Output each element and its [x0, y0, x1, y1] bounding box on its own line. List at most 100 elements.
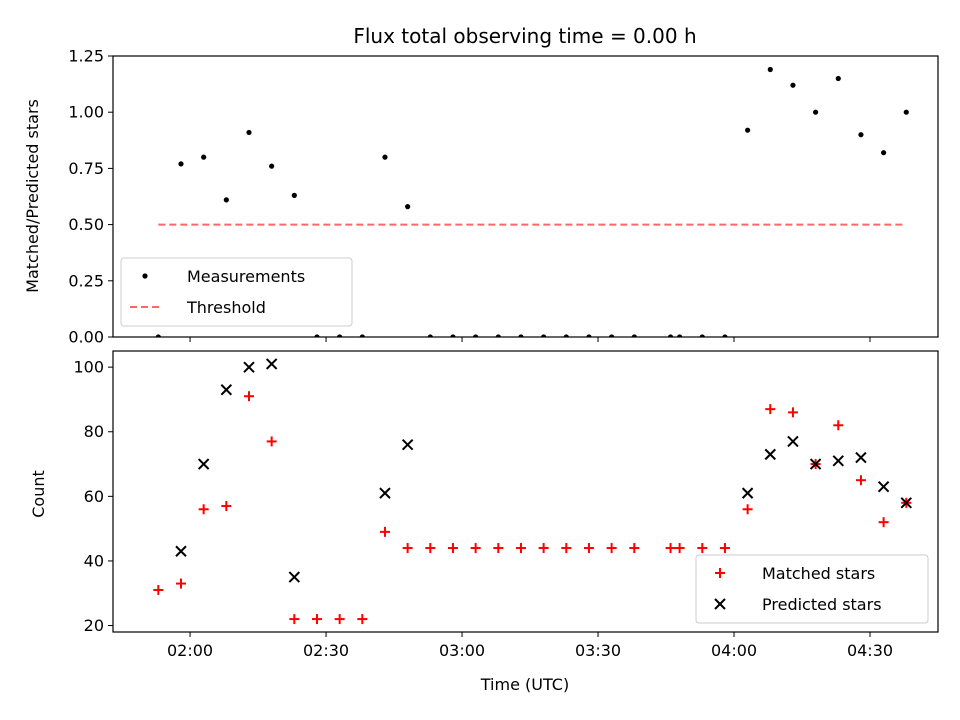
predicted-star-point [741, 487, 754, 499]
matched-star-point [697, 543, 708, 554]
top-ytick-label: 0.00 [68, 328, 104, 347]
matched-star-point [493, 543, 504, 554]
predicted-star-point [175, 545, 187, 557]
measurement-point [155, 334, 161, 337]
matched-star-point [665, 543, 676, 554]
matched-star-point [357, 614, 368, 625]
matched-star-point [629, 543, 640, 554]
predicted-star-point [288, 571, 301, 583]
top-ytick-label: 1.00 [68, 103, 104, 122]
bottom-legend-label: Matched stars [762, 564, 875, 583]
measurement-point [405, 204, 411, 210]
matched-star-point [606, 543, 617, 554]
chart-marks: 0.00 0.25 0.50 0.75 1.00 1.25 20 40 60 80 100 02:00… [68, 47, 912, 660]
matched-star-point [742, 504, 753, 515]
predicted-star-point [379, 487, 391, 499]
measurement-point [201, 154, 207, 160]
x-tick-label: 02:00 [167, 641, 213, 660]
measurement-point [223, 197, 229, 203]
matched-star-point [833, 420, 844, 431]
predicted-star-point [855, 451, 867, 464]
predicted-star-point [764, 448, 776, 461]
matched-star-point [266, 436, 277, 447]
measurement-point [518, 334, 524, 337]
matched-star-point [425, 543, 436, 554]
chart-title: Flux total observing time = 0.00 h [353, 24, 696, 48]
bottom-ytick-label: 100 [73, 358, 104, 377]
matched-star-point [470, 543, 481, 554]
matched-star-point [289, 614, 300, 625]
measurement-point [631, 334, 637, 337]
measurement-point [835, 75, 841, 82]
matched-star-point [561, 543, 572, 554]
measurement-point [473, 334, 479, 337]
top-y-axis-label: Matched/Predicted stars [23, 99, 42, 293]
bottom-ytick-label: 20 [84, 616, 104, 635]
measurement-point [269, 163, 275, 169]
measurement-point [450, 334, 456, 337]
measurement-point [677, 334, 683, 337]
x-tick-label: 04:30 [847, 641, 893, 660]
measurement-point [337, 334, 343, 337]
measurement-point [699, 334, 705, 337]
x-tick-label: 03:30 [575, 641, 621, 660]
matched-star-point [583, 543, 594, 554]
x-tick-label: 04:00 [711, 641, 757, 660]
top-ytick-label: 0.25 [68, 271, 104, 290]
measurement-point [563, 334, 569, 337]
measurement-point [858, 132, 864, 138]
measurement-point [722, 334, 728, 337]
predicted-star-point [832, 455, 844, 467]
bottom-axes-frame [112, 350, 939, 633]
top-legend-label: Measurements [187, 267, 305, 286]
bottom-legend-swatch [715, 568, 725, 578]
measurement-point [667, 334, 674, 337]
matched-star-point [198, 504, 209, 515]
bottom-y-axis-label: Count [29, 470, 48, 518]
matched-star-point [515, 543, 526, 554]
measurement-point [813, 109, 819, 115]
matched-star-point [334, 614, 345, 625]
measurement-point [291, 192, 297, 198]
matched-star-point [765, 404, 776, 415]
top-ytick-label: 0.75 [68, 159, 104, 178]
x-tick-label: 02:30 [303, 641, 349, 660]
matched-star-point [878, 517, 889, 528]
measurement-point [382, 154, 388, 160]
measurement-point [541, 334, 547, 337]
matched-star-point [674, 543, 685, 554]
matched-star-point [447, 543, 458, 554]
predicted-star-point [220, 384, 233, 396]
matched-star-point [153, 585, 164, 596]
measurement-point [246, 129, 252, 136]
measurement-point [359, 334, 365, 337]
matched-star-point [221, 501, 232, 512]
matched-star-point [855, 475, 866, 486]
chart-legends: Measurements Threshold Matched stars Predic… [120, 257, 929, 624]
measurement-point [767, 66, 773, 73]
measurement-point [495, 334, 501, 337]
predicted-star-point [197, 458, 210, 470]
bottom-panel: Count Time (UTC) [29, 350, 939, 694]
bottom-ytick-label: 80 [84, 422, 104, 441]
bottom-ytick-label: 60 [84, 487, 104, 506]
measurement-point [586, 334, 592, 337]
measurement-point [745, 127, 751, 133]
matched-star-point [402, 543, 413, 554]
top-legend-label: Threshold [186, 298, 266, 317]
top-ytick-label: 0.50 [68, 215, 104, 234]
top-axes-frame [112, 55, 939, 338]
predicted-star-point [265, 358, 278, 370]
bottom-legend-swatch [714, 598, 726, 610]
matched-star-point [175, 578, 186, 589]
measurement-point [903, 109, 909, 115]
matched-star-point [311, 614, 322, 625]
x-tick-label: 03:00 [439, 641, 485, 660]
bottom-ytick-label: 40 [84, 551, 104, 570]
matched-star-point [719, 543, 730, 554]
measurement-point [314, 334, 320, 337]
top-ytick-label: 1.25 [68, 47, 104, 66]
matched-star-point [379, 526, 390, 537]
predicted-star-point [787, 435, 799, 448]
